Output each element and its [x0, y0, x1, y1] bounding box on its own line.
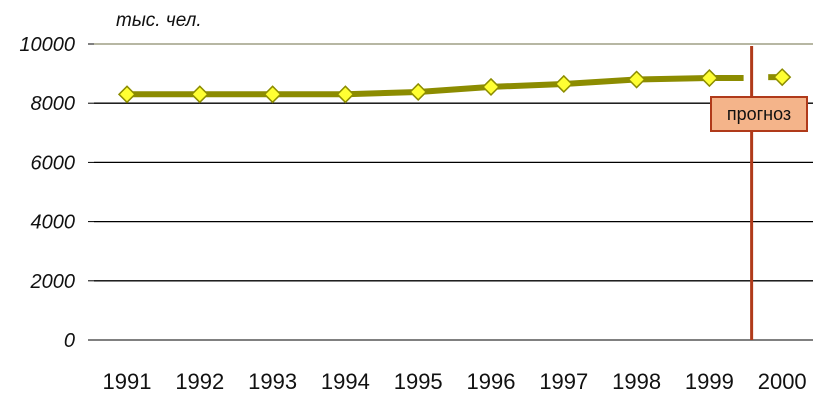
y-tick-label: 10000 [19, 34, 75, 56]
x-tick-label: 1994 [321, 369, 370, 393]
y-tick-label: 4000 [31, 212, 76, 234]
forecast-annotation-box [710, 96, 808, 132]
x-axis-ticks: 1991 1992 1993 1994 1995 1996 1997 1998 1999 2000 [103, 369, 807, 393]
x-tick-label: 1997 [539, 369, 588, 393]
forecast-annotation: прогноз [710, 96, 808, 132]
x-tick-label: 1991 [103, 369, 152, 393]
x-tick-label: 1995 [394, 369, 443, 393]
data-point [263, 85, 282, 104]
x-tick-label: 2000 [758, 369, 807, 393]
x-tick-label: 1992 [175, 369, 224, 393]
grid-lines [88, 43, 813, 341]
x-tick-label: 1998 [612, 369, 661, 393]
y-tick-label: 8000 [31, 93, 76, 115]
x-tick-label: 1999 [685, 369, 734, 393]
data-point [117, 85, 137, 104]
data-point [481, 77, 501, 96]
unit-label: тыс. чел. [116, 10, 202, 31]
y-tick-label: 2000 [30, 271, 76, 293]
data-point [190, 85, 209, 104]
forecast-annotation-label: прогноз [727, 104, 791, 124]
y-axis-ticks: 0 2000 4000 6000 8000 10000 [19, 34, 75, 352]
data-point [700, 68, 719, 88]
series-line [127, 74, 783, 98]
x-tick-label: 1993 [248, 369, 297, 393]
x-tick-label: 1996 [467, 369, 516, 393]
data-point [554, 74, 573, 94]
data-point [773, 68, 792, 87]
y-tick-label: 0 [64, 330, 75, 352]
data-point [627, 70, 646, 89]
y-tick-label: 6000 [31, 152, 76, 174]
data-point [336, 85, 355, 104]
series-line-actual [127, 75, 744, 98]
data-point [409, 82, 428, 102]
series-markers [117, 68, 792, 104]
